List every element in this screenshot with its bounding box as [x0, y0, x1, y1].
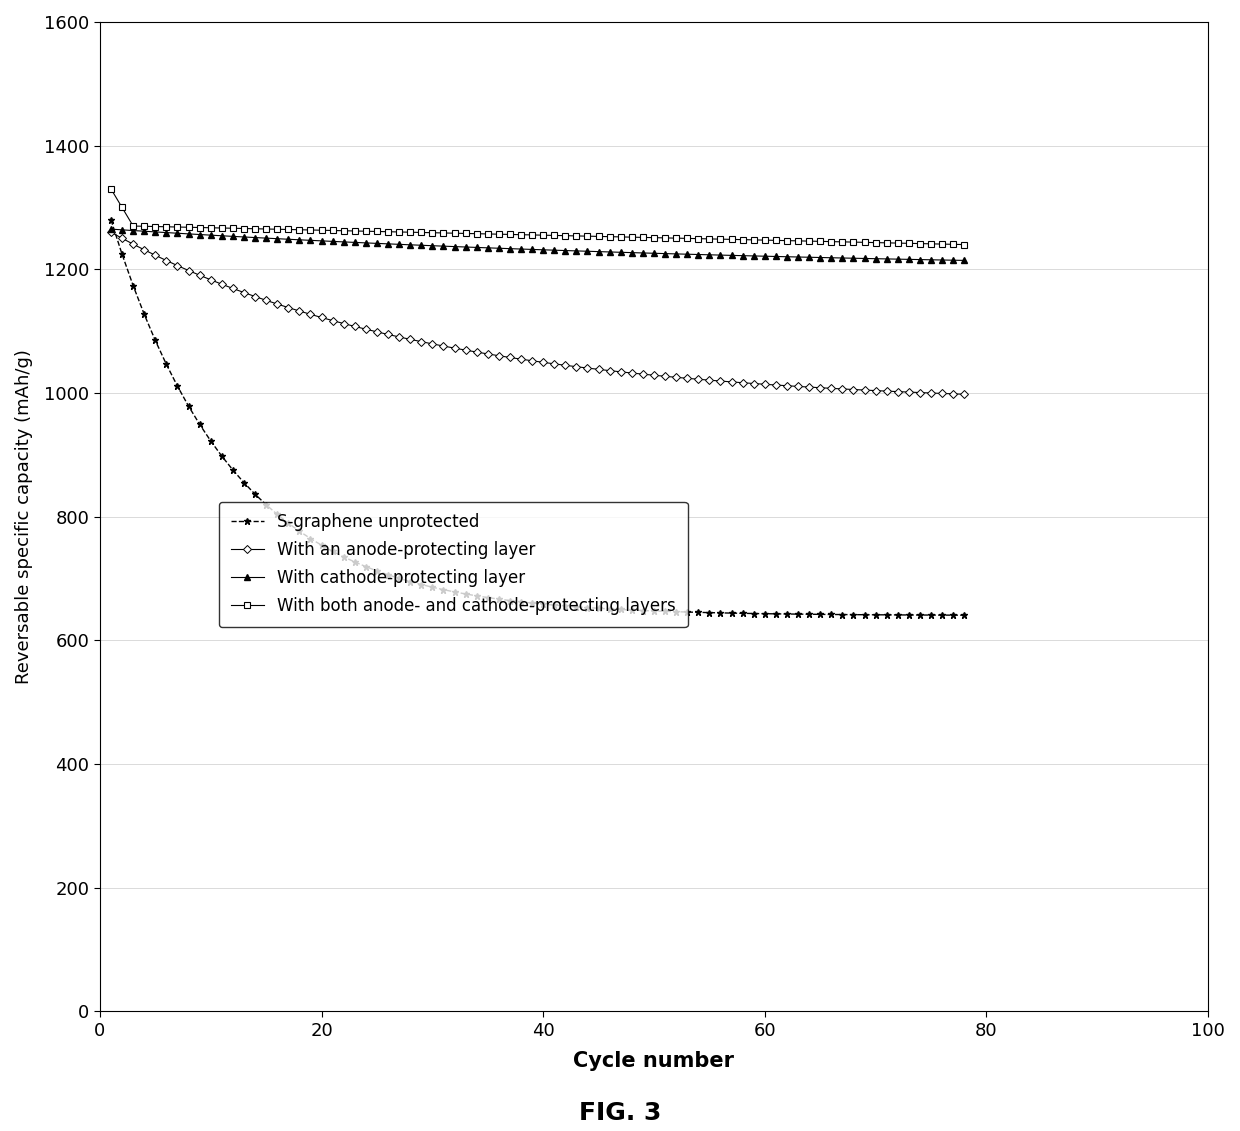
S-graphene unprotected	[159, 357, 174, 371]
With cathode-protecting layer	[248, 231, 263, 244]
With cathode-protecting layer	[713, 249, 728, 262]
S-graphene unprotected	[248, 487, 263, 501]
With an anode-protecting layer	[713, 374, 728, 388]
With an anode-protecting layer	[957, 388, 972, 402]
With an anode-protecting layer	[469, 345, 484, 359]
With both anode- and cathode-protecting layers	[159, 221, 174, 234]
With both anode- and cathode-protecting layers	[381, 225, 396, 239]
With cathode-protecting layer	[104, 223, 119, 236]
Line: S-graphene unprotected: S-graphene unprotected	[108, 216, 967, 619]
X-axis label: Cycle number: Cycle number	[573, 1051, 734, 1071]
S-graphene unprotected	[381, 568, 396, 581]
With cathode-protecting layer	[381, 238, 396, 251]
With an anode-protecting layer	[381, 328, 396, 342]
Y-axis label: Reversable specific capacity (mAh/g): Reversable specific capacity (mAh/g)	[15, 349, 33, 684]
With an anode-protecting layer	[248, 290, 263, 303]
With an anode-protecting layer	[536, 355, 551, 369]
S-graphene unprotected	[469, 589, 484, 603]
Text: FIG. 3: FIG. 3	[579, 1100, 661, 1124]
Line: With both anode- and cathode-protecting layers: With both anode- and cathode-protecting …	[108, 187, 967, 248]
With both anode- and cathode-protecting layers	[104, 182, 119, 196]
With cathode-protecting layer	[957, 253, 972, 267]
With both anode- and cathode-protecting layers	[536, 228, 551, 242]
With an anode-protecting layer	[104, 225, 119, 239]
With cathode-protecting layer	[469, 241, 484, 254]
Line: With an anode-protecting layer: With an anode-protecting layer	[108, 230, 967, 397]
Line: With cathode-protecting layer: With cathode-protecting layer	[108, 226, 967, 264]
With cathode-protecting layer	[159, 226, 174, 240]
S-graphene unprotected	[104, 213, 119, 226]
S-graphene unprotected	[536, 597, 551, 611]
Legend: S-graphene unprotected, With an anode-protecting layer, With cathode-protecting : S-graphene unprotected, With an anode-pr…	[219, 502, 688, 627]
With cathode-protecting layer	[536, 243, 551, 257]
With both anode- and cathode-protecting layers	[957, 238, 972, 251]
With both anode- and cathode-protecting layers	[713, 232, 728, 245]
S-graphene unprotected	[713, 606, 728, 620]
S-graphene unprotected	[957, 608, 972, 622]
With an anode-protecting layer	[159, 253, 174, 267]
With both anode- and cathode-protecting layers	[248, 222, 263, 235]
With both anode- and cathode-protecting layers	[469, 227, 484, 241]
